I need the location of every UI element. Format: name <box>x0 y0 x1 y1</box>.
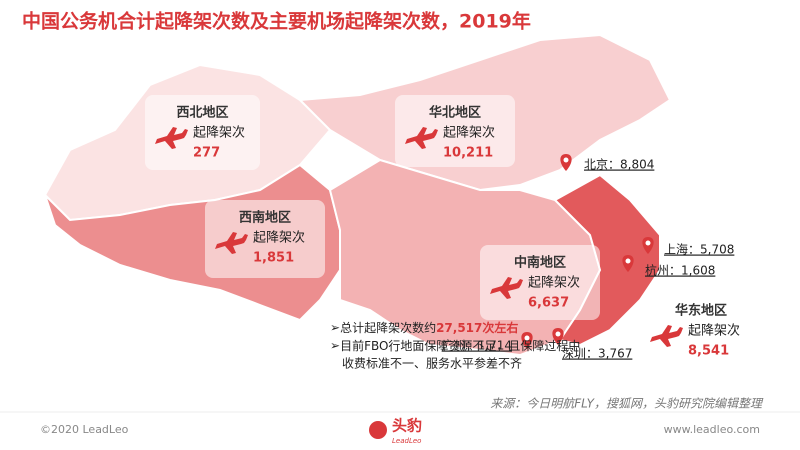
airport-pin-dot <box>563 157 569 163</box>
note-prefix: 总计起降架次数约 <box>340 320 436 335</box>
note-line: 目前FBO行地面保障资源不足，且保障过程中 <box>340 338 580 353</box>
region-label: 起降架次 <box>443 125 495 141</box>
plane-icon <box>405 127 438 149</box>
plane-icon <box>490 277 523 299</box>
title: 中国公务机合计起降架次数及主要机场起降架次数，2019年 <box>22 10 531 33</box>
airport-pin-dot <box>555 331 561 337</box>
note-2: ➢目前FBO行地面保障资源不足，且保障过程中 <box>330 338 580 353</box>
region-card <box>395 95 515 167</box>
airport-pin-dot <box>625 258 631 264</box>
source: 来源：今日明航FLY，搜狐网，头豹研究院编辑整理 <box>490 397 764 411</box>
region-card <box>145 95 260 170</box>
airport-label: 杭州：1,608 <box>645 263 715 278</box>
region-value: 6,637 <box>528 296 569 311</box>
region-card <box>205 200 325 278</box>
note-total: 27,517次左右 <box>436 320 518 335</box>
airport-pin-dot <box>524 335 530 341</box>
region-label: 起降架次 <box>528 275 580 291</box>
plane-icon <box>215 232 248 254</box>
region-name: 西南地区 <box>239 210 291 226</box>
region-label: 起降架次 <box>688 323 740 339</box>
logo-sub: LeadLeo <box>392 437 421 445</box>
note-3: 收费标准不一、服务水平参差不齐 <box>342 356 522 371</box>
logo-icon <box>369 421 387 439</box>
plane-icon <box>155 127 188 149</box>
region-card <box>480 245 600 320</box>
region-name: 华东地区 <box>675 303 727 319</box>
region-value: 277 <box>193 146 220 161</box>
region-label: 起降架次 <box>193 125 245 141</box>
plane-icon <box>650 325 683 347</box>
airport-label: 广州：1,714 <box>442 339 512 353</box>
logo: 头豹 <box>392 417 422 435</box>
note-1: ➢总计起降架次数约27,517次左右 <box>330 320 518 335</box>
airport-label: 北京：8,804 <box>584 158 654 172</box>
airport-pin-dot <box>645 240 651 246</box>
airport-label: 深圳：3,767 <box>562 347 632 361</box>
region-value: 8,541 <box>688 344 729 359</box>
region-value: 1,851 <box>253 251 294 266</box>
region-card <box>640 293 762 365</box>
url: www.leadleo.com <box>664 423 760 436</box>
region-value: 10,211 <box>443 146 493 161</box>
airport-label: 上海：5,708 <box>664 242 734 257</box>
copyright: ©2020 LeadLeo <box>40 423 129 436</box>
region-name: 中南地区 <box>514 255 566 271</box>
region-name: 华北地区 <box>429 105 481 121</box>
notes: ➢总计起降架次数约27,517次左右 ➢目前FBO行地面保障资源不足，且保障过程… <box>330 320 580 371</box>
region-label: 起降架次 <box>253 230 305 246</box>
region-name: 西北地区 <box>176 105 228 121</box>
